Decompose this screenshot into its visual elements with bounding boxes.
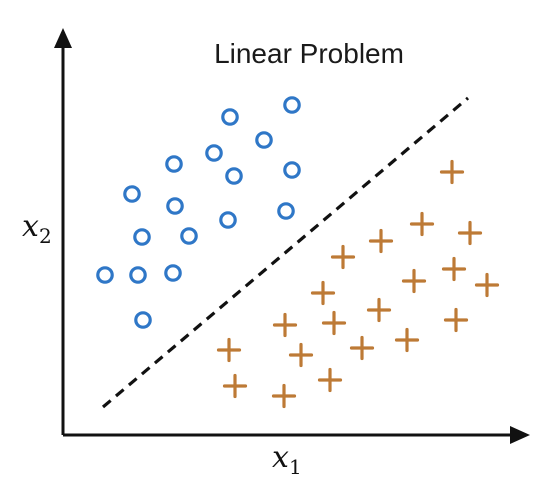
circle-point: [165, 155, 183, 173]
y-axis-label-subscript: 2: [39, 224, 52, 248]
plus-point: [366, 297, 392, 323]
plus-point: [409, 211, 435, 237]
circle-point: [134, 311, 152, 329]
circle-point: [133, 228, 151, 246]
circle-point: [164, 264, 182, 282]
circle-point: [283, 161, 301, 179]
axes: [54, 28, 530, 444]
plus-point: [222, 373, 248, 399]
circle-point: [221, 108, 239, 126]
plus-point: [330, 244, 356, 270]
plus-class-points: [216, 159, 500, 409]
decision-boundary: [101, 96, 470, 409]
x-axis-label-subscript: 1: [289, 455, 302, 479]
circle-class-points: [96, 96, 301, 329]
x-axis-label: x 1: [272, 440, 302, 479]
x-axis-label-main: x: [272, 440, 289, 475]
y-axis-label-main: x: [22, 209, 39, 244]
plus-point: [443, 307, 469, 333]
circle-point: [255, 131, 273, 149]
plus-point: [272, 312, 298, 338]
plus-point: [401, 268, 427, 294]
plus-point: [394, 327, 420, 353]
circle-point: [277, 202, 295, 220]
circle-point: [96, 266, 114, 284]
x-axis-arrowhead: [510, 426, 530, 444]
plus-point: [349, 335, 375, 361]
plus-point: [317, 367, 343, 393]
plus-point: [368, 228, 394, 254]
plus-point: [288, 342, 314, 368]
circle-point: [219, 211, 237, 229]
y-axis-label: x 2: [22, 209, 52, 248]
plus-point: [441, 256, 467, 282]
circle-point: [123, 185, 141, 203]
circle-point: [129, 266, 147, 284]
circle-point: [180, 227, 198, 245]
plus-point: [457, 220, 483, 246]
circle-point: [283, 96, 301, 114]
plus-point: [310, 280, 336, 306]
plus-point: [439, 159, 465, 185]
plus-point: [321, 310, 347, 336]
circle-point: [225, 167, 243, 185]
y-axis-arrowhead: [54, 28, 72, 48]
plus-point: [216, 337, 242, 363]
circle-point: [205, 144, 223, 162]
plus-point: [271, 383, 297, 409]
plus-point: [474, 272, 500, 298]
circle-point: [166, 197, 184, 215]
chart-title: Linear Problem: [214, 38, 404, 69]
